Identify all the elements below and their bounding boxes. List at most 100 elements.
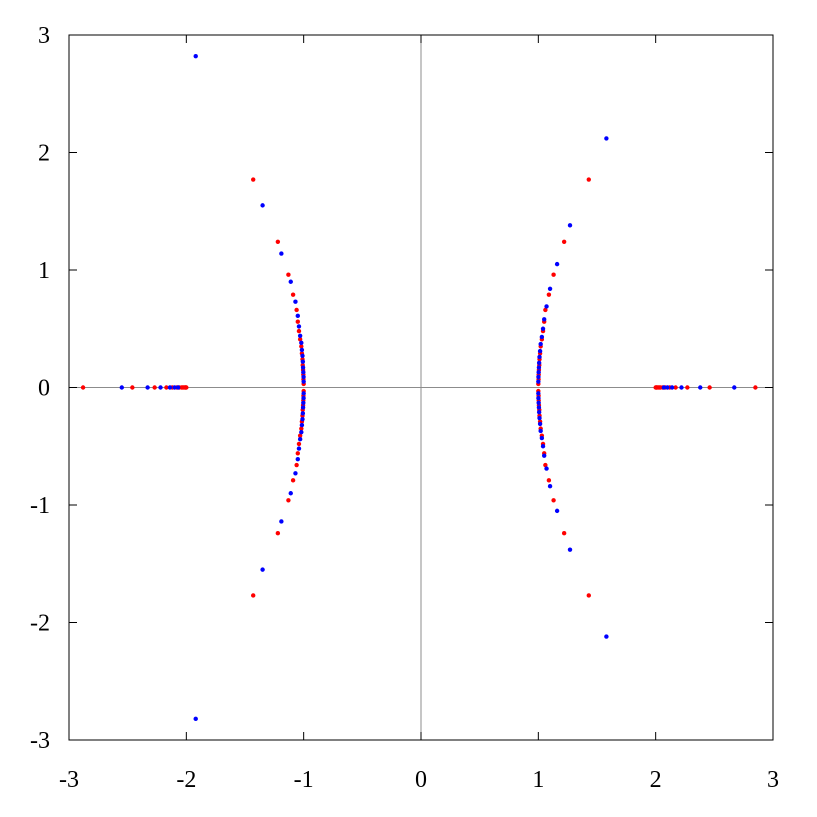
data-point-series-2 <box>698 385 703 390</box>
data-point-series-1 <box>551 272 556 277</box>
data-point-series-2 <box>296 324 302 329</box>
data-point-series-2 <box>732 385 737 390</box>
data-point-series-2 <box>299 340 304 346</box>
data-point-series-1 <box>543 307 548 313</box>
data-point-series-2 <box>547 484 553 489</box>
x-tick-label: 3 <box>767 767 779 793</box>
y-tick-label: -1 <box>30 493 50 519</box>
data-point-series-1 <box>286 272 291 277</box>
data-point-series-2 <box>175 385 181 390</box>
y-tick-label: 1 <box>38 258 50 284</box>
data-point-series-2 <box>536 405 542 410</box>
data-point-series-2 <box>293 471 298 476</box>
data-point-series-2 <box>536 365 542 370</box>
data-point-series-2 <box>193 716 198 722</box>
data-point-series-2 <box>539 334 545 340</box>
data-point-series-2 <box>544 304 549 309</box>
data-points <box>80 53 758 722</box>
data-point-series-2 <box>299 429 304 435</box>
data-point-series-1 <box>294 307 299 313</box>
data-point-series-2 <box>299 347 305 353</box>
data-point-series-1 <box>290 478 296 483</box>
data-point-series-1 <box>561 239 567 244</box>
y-tick-labels: -3 -2 -1 0 1 2 3 <box>30 23 50 754</box>
data-point-series-2 <box>300 359 306 364</box>
data-point-series-2 <box>288 491 293 496</box>
data-point-series-2 <box>145 385 150 390</box>
data-point-series-1 <box>561 531 567 536</box>
data-point-series-2 <box>537 421 543 427</box>
data-point-series-1 <box>296 441 302 447</box>
data-point-series-2 <box>279 251 284 256</box>
data-point-series-2 <box>536 360 542 366</box>
data-point-series-2 <box>300 411 306 416</box>
data-point-series-1 <box>586 177 591 182</box>
data-point-series-1 <box>299 344 304 349</box>
data-point-series-2 <box>554 261 560 267</box>
data-point-series-2 <box>536 379 541 384</box>
data-point-series-2 <box>540 444 546 449</box>
data-point-series-2 <box>301 391 306 396</box>
data-point-series-2 <box>604 634 609 639</box>
data-point-series-2 <box>665 385 670 390</box>
data-point-series-2 <box>537 348 543 354</box>
y-tick-label: 0 <box>38 376 50 402</box>
data-point-series-1 <box>290 292 296 297</box>
data-point-series-2 <box>296 446 302 451</box>
data-point-series-1 <box>685 385 690 390</box>
data-point-series-1 <box>551 498 556 503</box>
x-tick-labels: -3 -2 -1 0 1 2 3 <box>59 767 779 793</box>
data-point-series-1 <box>184 385 189 390</box>
data-point-series-2 <box>300 417 305 422</box>
data-point-series-1 <box>164 385 169 390</box>
data-point-series-2 <box>300 365 306 370</box>
data-point-series-2 <box>536 370 541 375</box>
data-point-series-1 <box>295 451 300 456</box>
data-point-series-2 <box>536 391 541 396</box>
data-point-series-2 <box>301 395 306 401</box>
data-point-series-1 <box>294 462 299 468</box>
data-point-series-2 <box>536 400 541 405</box>
data-point-series-2 <box>679 385 684 390</box>
data-point-series-1 <box>152 385 157 390</box>
data-point-series-2 <box>301 400 306 405</box>
data-point-series-2 <box>301 374 306 380</box>
data-point-series-1 <box>297 433 303 438</box>
data-point-series-1 <box>275 239 281 244</box>
data-point-series-1 <box>296 328 302 334</box>
data-point-series-2 <box>538 341 543 347</box>
data-point-series-2 <box>544 466 549 471</box>
data-point-series-1 <box>707 385 712 390</box>
data-point-series-1 <box>546 478 552 483</box>
data-point-series-1 <box>586 593 591 598</box>
data-point-series-2 <box>554 508 560 514</box>
data-point-series-2 <box>300 353 305 358</box>
y-tick-label: -3 <box>30 728 50 754</box>
x-tick-label: 0 <box>415 767 427 793</box>
data-point-series-2 <box>295 313 300 319</box>
data-point-series-2 <box>537 415 542 421</box>
data-point-series-1 <box>673 385 678 390</box>
x-tick-label: -3 <box>59 767 79 793</box>
data-point-series-2 <box>567 223 573 228</box>
data-point-series-1 <box>299 426 304 431</box>
data-point-series-2 <box>279 519 284 524</box>
data-point-series-1 <box>251 177 256 182</box>
data-point-series-2 <box>542 317 547 322</box>
data-point-series-2 <box>297 437 303 442</box>
data-point-series-1 <box>297 337 303 342</box>
data-point-series-2 <box>167 385 173 390</box>
data-point-series-2 <box>119 385 125 390</box>
data-point-series-2 <box>193 53 198 59</box>
data-point-series-2 <box>260 203 265 208</box>
data-point-series-2 <box>539 435 545 441</box>
data-point-series-1 <box>295 319 300 324</box>
data-point-series-1 <box>543 462 548 468</box>
data-point-series-2 <box>288 279 293 284</box>
data-point-series-2 <box>661 385 667 390</box>
data-point-series-2 <box>293 299 298 304</box>
data-point-series-2 <box>669 385 675 390</box>
data-point-series-2 <box>547 286 553 291</box>
data-point-series-2 <box>567 547 573 552</box>
